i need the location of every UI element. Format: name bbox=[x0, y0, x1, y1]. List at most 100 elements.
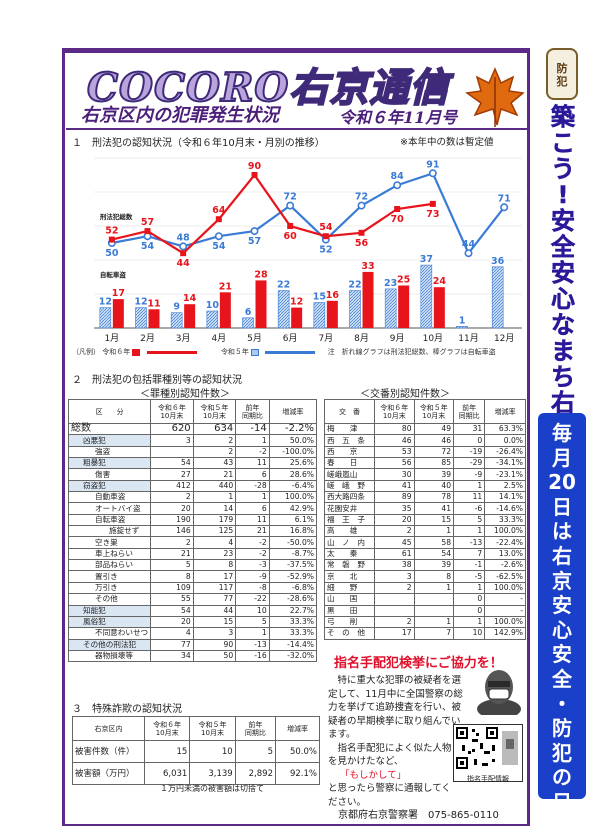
bar-r5 bbox=[456, 326, 468, 329]
month-tick-label: 6月 bbox=[283, 333, 298, 344]
month-tick-label: 1月 bbox=[104, 333, 119, 344]
slogan-char: 右 bbox=[551, 389, 576, 417]
cell-value: 5 bbox=[234, 740, 277, 763]
bar-r5 bbox=[349, 290, 361, 329]
cell-value: 1 bbox=[453, 581, 486, 595]
table-row: 部品ねらい 5 8 -3 -37.5% bbox=[67, 559, 318, 572]
legend-prefix: （凡例） bbox=[72, 348, 100, 356]
cell-value: 412 bbox=[150, 479, 194, 493]
bar-label-r6: 17 bbox=[112, 288, 125, 299]
table-row: 凶悪犯 3 2 1 50.0% bbox=[67, 434, 318, 447]
koban-table: 交 番令和６年 10月末 令和５年 10月末 前年 同期比 増減率梅 津 80 49 31 63.3… bbox=[324, 399, 526, 640]
bar-r5 bbox=[206, 310, 219, 329]
bar-r5 bbox=[277, 290, 290, 329]
cell-value: 80 bbox=[374, 422, 415, 436]
cell-value: 25.6% bbox=[268, 457, 318, 470]
cell-value: 50 bbox=[192, 649, 237, 663]
cell-value: -62.5% bbox=[484, 570, 526, 583]
cell-value: 6.1% bbox=[268, 513, 318, 527]
cell-value: 15 bbox=[192, 615, 237, 629]
day-char: ・ bbox=[552, 691, 572, 716]
cell-value: 146 bbox=[150, 525, 194, 538]
line-point-r5 bbox=[357, 201, 366, 210]
cell-value: 53 bbox=[374, 445, 415, 459]
cell-value: 21 bbox=[235, 525, 270, 538]
wanted-paragraph2: 指名手配犯によく似た人物を見かけたなど、 「もしかして」 と思ったら警察に通報し… bbox=[328, 742, 528, 810]
cell-value: 1 bbox=[413, 581, 455, 595]
table-header-cell: 増減率 bbox=[268, 399, 318, 424]
cell-value: -2 bbox=[235, 547, 270, 561]
qr-code-image[interactable]: 指名手配情報 bbox=[453, 724, 523, 783]
cell-value: 1 bbox=[453, 479, 486, 493]
cell-value: -6.8% bbox=[268, 581, 318, 595]
line-point-r5 bbox=[393, 181, 402, 190]
table-header-cell: 交 番 bbox=[324, 399, 375, 424]
cell-value bbox=[413, 593, 455, 606]
table-row: 自転車盗 190 179 11 6.1% bbox=[67, 513, 318, 527]
row-label: 花園安井 bbox=[324, 502, 375, 515]
provisional-note: ※本年中の数は暫定値 bbox=[400, 137, 494, 148]
slogan-char: な bbox=[551, 311, 576, 339]
cell-value: -50.0% bbox=[268, 536, 318, 549]
issue-label: 令和６年11月号 bbox=[339, 108, 458, 127]
cell-value: 7 bbox=[413, 627, 455, 640]
cell-value: 0 bbox=[453, 593, 486, 606]
cell-value: 5 bbox=[235, 615, 270, 629]
cell-value: -5 bbox=[453, 570, 486, 583]
table-row: 黒 田 0- bbox=[324, 604, 526, 617]
row-label: 置引き bbox=[67, 570, 152, 583]
table-header-cell: 令和５年 10月末 bbox=[192, 399, 237, 424]
table-header-cell: 令和５年 10月末 bbox=[189, 716, 236, 741]
cell-value: 1 bbox=[453, 525, 486, 538]
line-r5-label: 71 bbox=[498, 193, 511, 204]
table-header-cell: 前年 同期比 bbox=[453, 399, 486, 424]
bar-r5 bbox=[384, 288, 397, 329]
month-tick-label: 10月 bbox=[423, 333, 443, 344]
table-row: 被害額（万円） 6,031 3,139 2,892 92.1% bbox=[72, 762, 320, 785]
bar-r6 bbox=[219, 292, 231, 328]
cell-value: 634 bbox=[192, 422, 237, 436]
table-row: 西大路四条 89 78 11 14.1% bbox=[324, 491, 526, 504]
slogan-char: 築 bbox=[551, 103, 576, 131]
line-r5-label: 50 bbox=[105, 248, 119, 259]
legend-r5-label: 令和５年 bbox=[220, 348, 249, 356]
cell-value: 3 bbox=[374, 570, 415, 583]
header-divider bbox=[66, 128, 528, 130]
cell-value: -2.6% bbox=[484, 559, 526, 572]
line-point-r5 bbox=[428, 169, 437, 178]
cell-value: -6 bbox=[453, 502, 486, 515]
qr-code-pattern bbox=[456, 727, 518, 769]
table-row: 粗暴犯 54 43 11 25.6% bbox=[67, 457, 318, 470]
table-row: 太 秦 61 54 7 13.0% bbox=[324, 547, 526, 561]
table-row: 万引き 109 117 -8 -6.8% bbox=[67, 581, 318, 595]
suspect-silhouette-icon bbox=[477, 670, 521, 715]
cell-value: 34 bbox=[150, 649, 194, 663]
cell-value: -3 bbox=[235, 559, 270, 572]
cell-value: 78 bbox=[413, 491, 455, 504]
cell-value: 0.0% bbox=[484, 434, 526, 447]
table-row: 高 雄 2 1 1 100.0% bbox=[324, 525, 526, 538]
cell-value: 54 bbox=[413, 547, 455, 561]
cell-value: 3 bbox=[192, 627, 237, 640]
line-r5-label: 72 bbox=[284, 192, 297, 203]
cell-value: 190 bbox=[150, 513, 194, 527]
cell-value: -52.9% bbox=[268, 570, 318, 583]
cell-value: 92.1% bbox=[275, 762, 320, 785]
cell-value: 41 bbox=[374, 479, 415, 493]
bar-label-r5: 12 bbox=[134, 297, 147, 308]
cell-value: 8 bbox=[150, 570, 194, 583]
bar-label-r5: 6 bbox=[245, 307, 252, 318]
row-label: 器物損壊等 bbox=[67, 649, 152, 663]
line-point-r6 bbox=[251, 172, 258, 178]
cell-value: 100.0% bbox=[484, 615, 526, 629]
line-point-r6 bbox=[180, 250, 187, 257]
line-point-r5 bbox=[214, 232, 223, 241]
wanted-body: 特に重大な犯罪の被疑者を選定して、11月中に全国警察の総力を挙げて追跡捜査を行い… bbox=[328, 674, 528, 809]
table2-title: ＜交番別認知件数＞ bbox=[360, 389, 450, 400]
row-label: 自動車盗 bbox=[67, 491, 152, 504]
legend-note: 注 折れ線グラフは刑法犯総数、棒グラフは自転車盗 bbox=[327, 348, 496, 356]
row-label: 傷害 bbox=[67, 468, 152, 481]
cell-value: 46 bbox=[413, 434, 455, 447]
table-row: 自動車盗 2 1 1 100.0% bbox=[67, 491, 318, 504]
